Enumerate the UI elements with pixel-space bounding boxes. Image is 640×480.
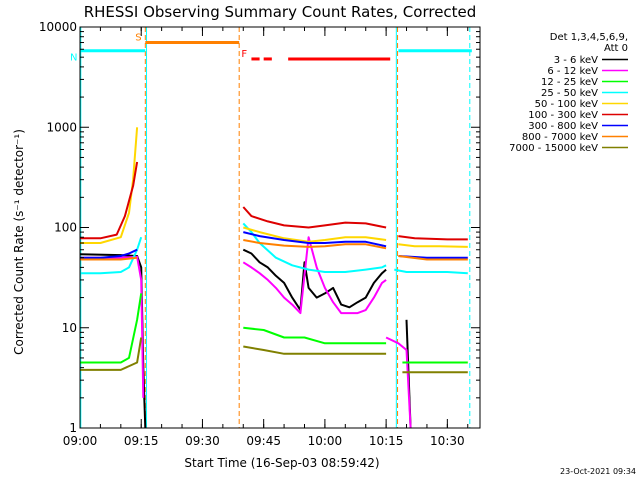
x-tick-label-2: 09:30 (185, 434, 220, 448)
series-line-2-1 (243, 326, 387, 345)
legend-header-1: Att 0 (604, 43, 628, 54)
chart-title: RHESSI Observing Summary Count Rates, Co… (84, 3, 477, 21)
series-line-4-0 (80, 127, 139, 244)
x-tick-label-0: 09:00 (63, 434, 98, 448)
state-bar-label-0: S (135, 33, 141, 44)
x-tick-label-5: 10:15 (369, 434, 404, 448)
legend-label-3: 25 - 50 keV (541, 88, 598, 99)
series-line-3-1 (242, 222, 387, 273)
x-tick-label-6: 10:30 (430, 434, 465, 448)
series-line-6-0 (80, 248, 138, 259)
series-line-6-1 (243, 231, 387, 248)
series-line-5-0 (80, 161, 139, 240)
series-line-8-1 (243, 345, 387, 355)
x-tick-label-3: 09:45 (246, 434, 281, 448)
series-line-2-0 (80, 293, 143, 364)
state-bar-label-3: F (241, 49, 247, 60)
state-bar-label-1: N (70, 53, 77, 64)
legend-label-8: 7000 - 15000 keV (509, 143, 598, 154)
series-line-3-2 (394, 268, 468, 275)
series-line-3-0 (80, 236, 143, 275)
series-line-0-1 (242, 248, 387, 312)
series-line-7-0 (80, 256, 138, 261)
x-axis-label: Start Time (16-Sep-03 08:59:42) (184, 456, 379, 470)
y-tick-label-1: 10 (62, 321, 77, 335)
legend-label-6: 300 - 800 keV (528, 121, 598, 132)
series-line-4-1 (243, 226, 387, 243)
series-line-5-2 (398, 235, 468, 241)
y-tick-label-2: 100 (54, 221, 77, 235)
legend-label-0: 3 - 6 keV (554, 55, 598, 66)
y-tick-label-4: 10000 (39, 20, 77, 34)
y-axis-label: Corrected Count Rate (s⁻¹ detector⁻¹) (12, 129, 26, 355)
legend-label-2: 12 - 25 keV (541, 77, 598, 88)
plot-area: S N F 1 10 100 1000 10000 09:00 09:15 09:30 09:45 10… (39, 20, 481, 448)
series-line-7-1 (243, 239, 387, 250)
series-line-4-2 (398, 243, 468, 248)
series-line-7-2 (398, 255, 468, 261)
x-tick-label-1: 09:15 (124, 434, 159, 448)
y-tick-label-3: 1000 (46, 120, 77, 134)
y-tick-label-0: 1 (69, 421, 77, 435)
legend-label-5: 100 - 300 keV (528, 110, 598, 121)
footer-date: 23-Oct-2021 09:34 (560, 467, 636, 476)
series-line-1-1 (242, 236, 387, 315)
series-line-8-0 (80, 337, 143, 371)
x-tick-label-4: 10:00 (308, 434, 343, 448)
legend-label-4: 50 - 100 keV (535, 99, 599, 110)
legend-label-7: 800 - 7000 keV (522, 132, 598, 143)
series-line-5-1 (242, 206, 387, 229)
legend-header-0: Det 1,3,4,5,6,9, (550, 32, 628, 43)
series-line-1-2 (385, 336, 412, 429)
legend-label-1: 6 - 12 keV (547, 66, 598, 77)
